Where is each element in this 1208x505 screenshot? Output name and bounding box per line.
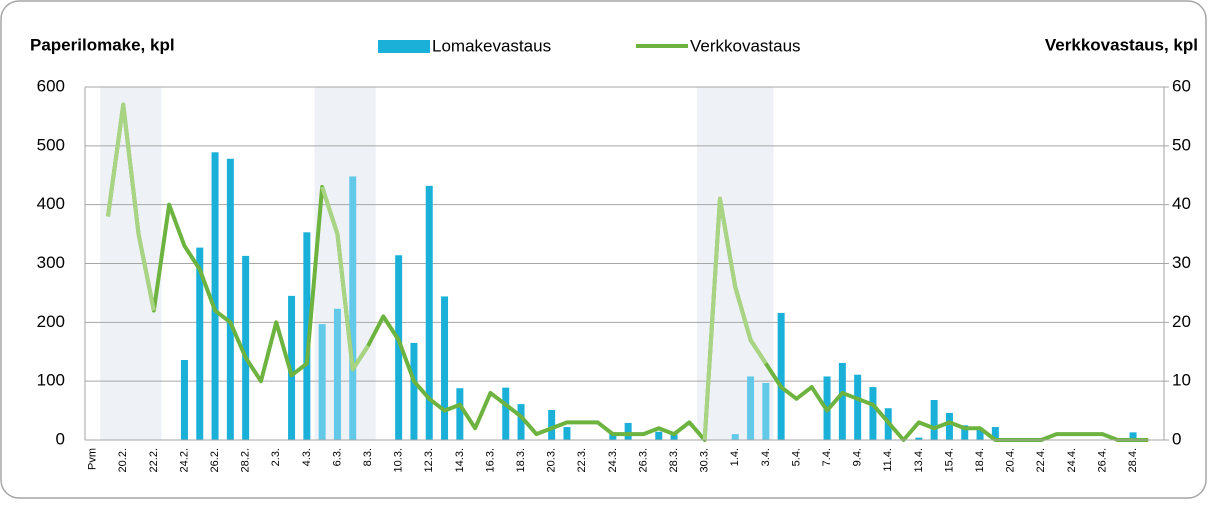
bar (456, 388, 464, 440)
legend-swatch (378, 40, 430, 53)
y-tick-label: 200 (37, 312, 65, 331)
bar (670, 434, 678, 440)
line-highlight (702, 196, 768, 441)
bar (854, 374, 862, 440)
y2-tick-label: 60 (1172, 76, 1191, 95)
bar (303, 232, 311, 440)
x-tick-label: 5.4. (790, 448, 802, 466)
bar (915, 437, 923, 440)
y-tick-label: 0 (56, 429, 65, 448)
y-tick-label: 300 (37, 253, 65, 272)
x-tick-label: 26.4. (1096, 448, 1108, 472)
x-tick-label: 30.3. (699, 448, 711, 472)
bar (288, 295, 296, 440)
bar (991, 427, 999, 440)
bar (242, 255, 250, 440)
bar (226, 158, 234, 440)
y2-axis-title: Verkkovastaus, kpl (1045, 35, 1198, 54)
x-tick-label: 20.4. (1005, 448, 1017, 472)
x-tick-label: 20.2. (117, 448, 129, 472)
bar (211, 152, 219, 440)
bar (196, 247, 204, 440)
bar (609, 432, 617, 440)
x-tick-label: 15.4. (943, 448, 955, 472)
y2-tick-label: 20 (1172, 312, 1191, 331)
x-tick-label: 20.3. (546, 448, 558, 472)
y2-tick-label: 30 (1172, 253, 1191, 272)
x-tick-label: 22.3. (576, 448, 588, 472)
x-tick-label: 2.3. (270, 448, 282, 466)
x-tick-label: 22.4. (1035, 448, 1047, 472)
x-tick-label: 26.2. (209, 448, 221, 472)
y-axis-title: Paperilomake, kpl (30, 35, 175, 54)
bar (548, 409, 556, 440)
bar (747, 376, 755, 440)
bar (425, 185, 433, 440)
x-tick-label: 16.3. (484, 448, 496, 472)
bar (930, 399, 938, 440)
x-tick-label: 13.4. (913, 448, 925, 472)
x-tick-label: 18.4. (974, 448, 986, 472)
bar (502, 387, 510, 440)
bar (180, 359, 188, 440)
bar (333, 308, 341, 440)
x-tick-label: 24.3. (607, 448, 619, 472)
legend-label: Verkkovastaus (690, 36, 801, 55)
x-tick-label: 14.3. (454, 448, 466, 472)
x-tick-label: 9.4. (852, 448, 864, 466)
y-tick-label: 100 (37, 371, 65, 390)
bar (318, 324, 326, 440)
bar (395, 255, 403, 440)
line (105, 102, 1149, 442)
bar (869, 387, 877, 440)
x-tick-label: 28.2. (240, 448, 252, 472)
y2-tick-label: 50 (1172, 135, 1191, 154)
bar (655, 431, 663, 440)
x-tick-label: 11.4. (882, 448, 894, 472)
x-tick-label: 24.2. (178, 448, 190, 472)
bar (838, 362, 846, 440)
bar (762, 382, 770, 440)
x-tick-label: 8.3. (362, 448, 374, 466)
y2-tick-label: 10 (1172, 371, 1191, 390)
y-tick-label: 400 (37, 194, 65, 213)
bar (1129, 432, 1137, 440)
bar (961, 425, 969, 440)
bar (410, 342, 418, 440)
x-tick-label: 12.3. (423, 448, 435, 472)
x-tick-label: 28.4. (1127, 448, 1139, 472)
y2-tick-label: 40 (1172, 194, 1191, 213)
y-tick-label: 600 (37, 76, 65, 95)
x-tick-label: 22.2. (148, 448, 160, 472)
x-tick-label: Pvm (87, 448, 99, 470)
bar (563, 427, 571, 440)
x-tick-label: 24.4. (1066, 448, 1078, 472)
x-tick-label: 28.3. (668, 448, 680, 472)
y2-tick-label: 0 (1172, 429, 1181, 448)
x-tick-label: 10.3. (393, 448, 405, 472)
bar (517, 404, 525, 440)
bar (976, 429, 984, 440)
x-tick-label: 26.3. (637, 448, 649, 472)
bar (441, 296, 449, 440)
bar (945, 412, 953, 440)
line-highlight (320, 186, 370, 372)
x-tick-label: 18.3. (515, 448, 527, 472)
y-tick-label: 500 (37, 135, 65, 154)
x-tick-label: 3.4. (760, 448, 772, 466)
legend-label: Lomakevastaus (432, 36, 551, 55)
bar (349, 176, 357, 440)
x-tick-label: 6.3. (331, 448, 343, 466)
bar (624, 422, 632, 440)
bar (731, 434, 739, 440)
x-tick-label: 1.4. (729, 448, 741, 466)
x-tick-label: 7.4. (821, 448, 833, 466)
x-tick-label: 4.3. (301, 448, 313, 466)
line-highlight (105, 102, 156, 311)
bar (777, 312, 785, 440)
